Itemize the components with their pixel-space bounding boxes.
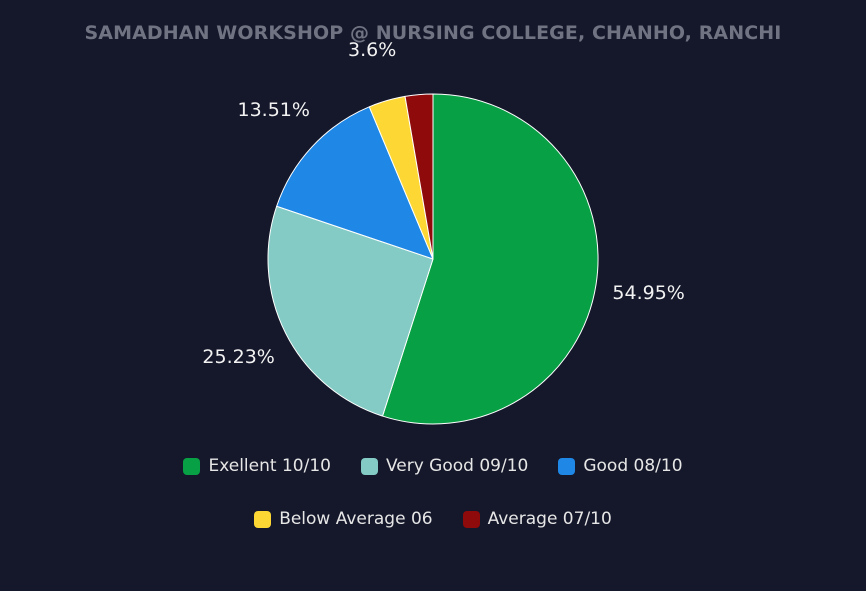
legend-label-below-average: Below Average 06: [279, 509, 433, 529]
legend-item-average[interactable]: Average 07/10: [462, 509, 612, 529]
legend-label-exellent: Exellent 10/10: [208, 456, 331, 476]
legend-item-exellent[interactable]: Exellent 10/10: [183, 456, 331, 476]
legend-row-2: Below Average 06 Average 07/10: [0, 509, 866, 529]
slice-label-good-08-10: 13.51%: [237, 99, 310, 122]
pie-slice-exellent-10-10[interactable]: [382, 93, 599, 425]
legend-swatch-very-good: [360, 457, 378, 475]
slice-label-below-average-06: 3.6%: [348, 38, 397, 61]
slice-label-very-good-09-10: 25.23%: [202, 346, 275, 369]
pie-slice-average-07-10[interactable]: [404, 93, 434, 260]
pie-slice-very-good-09-10[interactable]: [267, 205, 434, 417]
legend-item-very-good[interactable]: Very Good 09/10: [360, 456, 529, 476]
legend-swatch-below-average: [254, 510, 272, 528]
slice-label-exellent-10-10: 54.95%: [612, 281, 685, 304]
legend-label-good: Good 08/10: [583, 456, 683, 476]
legend-swatch-exellent: [183, 457, 201, 475]
legend-label-average: Average 07/10: [487, 509, 612, 529]
legend-item-good[interactable]: Good 08/10: [558, 456, 683, 476]
chart-title: SAMADHAN WORKSHOP @ NURSING COLLEGE, CHA…: [84, 22, 782, 44]
legend-label-very-good: Very Good 09/10: [385, 456, 529, 476]
legend-swatch-good: [558, 457, 576, 475]
legend-row-1: Exellent 10/10 Very Good 09/10 Good 08/1…: [0, 456, 866, 476]
pie-slice-good-08-10[interactable]: [276, 106, 434, 260]
legend-item-below-average[interactable]: Below Average 06: [254, 509, 433, 529]
pie-chart: [267, 93, 599, 425]
legend-swatch-average: [462, 510, 480, 528]
